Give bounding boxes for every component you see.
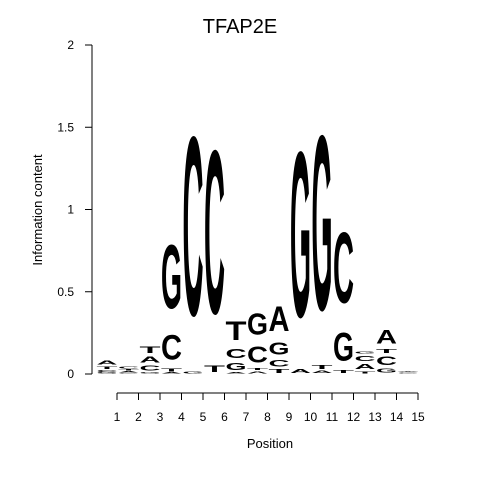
- logo-letter-C: C: [161, 328, 182, 367]
- x-tick-label: 5: [200, 410, 207, 424]
- x-tick-label: 12: [347, 410, 361, 424]
- x-tick-label: 8: [264, 410, 271, 424]
- y-tick-label: 0.5: [57, 285, 74, 299]
- x-tick-label: 6: [221, 410, 228, 424]
- logo-letter-G: G: [161, 227, 182, 329]
- logo-letter-G: G: [312, 83, 333, 363]
- y-axis-label: Information content: [30, 154, 45, 266]
- logo-letter-T: T: [398, 372, 419, 373]
- logo-letter-T: T: [312, 364, 333, 370]
- logo-letter-T: T: [355, 371, 376, 374]
- logo-letter-G: G: [333, 325, 354, 369]
- logo-letter-C: C: [140, 365, 161, 373]
- logo-letter-G: G: [226, 362, 247, 373]
- logo-letter-C: C: [269, 359, 290, 369]
- logo-letter-C: C: [247, 341, 268, 368]
- logo-letter-T: T: [333, 369, 354, 374]
- logo-letter-A: A: [226, 372, 247, 374]
- logo-letter-G: G: [97, 372, 118, 374]
- y-tick-label: 2: [67, 38, 74, 52]
- x-axis: 1 2 3 4 5 6 7 8 9 10 11 12 13 14 15: [114, 392, 425, 424]
- logo-column: GC: [183, 83, 204, 374]
- x-tick-label: 14: [390, 410, 404, 424]
- x-tick-label: 7: [243, 410, 250, 424]
- logo-column: ATG: [312, 83, 333, 374]
- logo-letter-G: G: [398, 373, 419, 374]
- logo-letter-C: C: [376, 354, 397, 367]
- x-tick-label: 2: [135, 410, 142, 424]
- x-tick-label: 10: [304, 410, 318, 424]
- logo-letter-T: T: [118, 369, 139, 371]
- logo-letter-C: C: [333, 211, 354, 324]
- logo-letter-T: T: [226, 317, 247, 346]
- logo-letter-A: A: [312, 370, 333, 374]
- logo-column: TC: [204, 102, 226, 374]
- logo-letter-G: G: [247, 308, 268, 342]
- logo-column: AG: [290, 103, 311, 374]
- logo-letter-T: T: [140, 345, 162, 356]
- logo-letter-A: A: [161, 372, 182, 374]
- logo-letter-G: G: [290, 103, 311, 367]
- logo-letter-C: C: [97, 370, 118, 372]
- logo-letter-C: C: [118, 367, 139, 369]
- logo-letter-A: A: [290, 368, 311, 374]
- logo-letter-T: T: [97, 366, 118, 370]
- y-tick-label: 0: [67, 367, 74, 381]
- x-tick-label: 4: [178, 410, 185, 424]
- y-tick-label: 1.5: [57, 120, 74, 134]
- logo-letter-T: T: [376, 348, 397, 354]
- y-tick-label: 1: [67, 203, 74, 217]
- logo-letter-T: T: [269, 368, 290, 374]
- logo-letter-G: G: [355, 351, 376, 354]
- logo-letter-G: G: [140, 372, 161, 374]
- logo-letter-T: T: [247, 368, 268, 371]
- logo-letter-A: A: [118, 371, 139, 373]
- x-tick-label: 9: [286, 410, 293, 424]
- logo-letter-A: A: [97, 359, 118, 365]
- x-tick-label: 11: [326, 410, 339, 424]
- x-axis-label: Position: [247, 436, 293, 451]
- logo-letter-C: C: [355, 355, 376, 363]
- x-tick-label: 1: [114, 410, 121, 424]
- logo-letter-G: G: [269, 338, 290, 358]
- logo-letter-A: A: [355, 363, 376, 371]
- logo-letter-A: A: [269, 299, 290, 338]
- y-axis: 0 0.5 1 1.5 2: [57, 38, 93, 381]
- logo-letter-T: T: [161, 368, 182, 373]
- x-tick-label: 13: [368, 410, 382, 424]
- x-tick-label: 15: [411, 410, 425, 424]
- logo-letter-T: T: [204, 364, 226, 374]
- chart-title: TFAP2E: [203, 16, 277, 38]
- logo-letter-A: A: [398, 371, 419, 372]
- x-tick-label: 3: [157, 410, 164, 424]
- logo-letter-A: A: [247, 371, 268, 374]
- logo-column: TGC: [333, 211, 354, 374]
- logo-letter-G: G: [118, 373, 139, 374]
- logo-letter-C: C: [183, 83, 204, 370]
- logo-letter-C: C: [204, 102, 225, 363]
- logo-letter-C: C: [398, 372, 419, 373]
- logo-letter-A: A: [376, 327, 397, 348]
- logo-letter-G: G: [183, 371, 204, 374]
- logo-letter-C: C: [226, 346, 247, 361]
- logo-letter-A: A: [140, 355, 161, 364]
- logo-letter-G: G: [376, 368, 397, 375]
